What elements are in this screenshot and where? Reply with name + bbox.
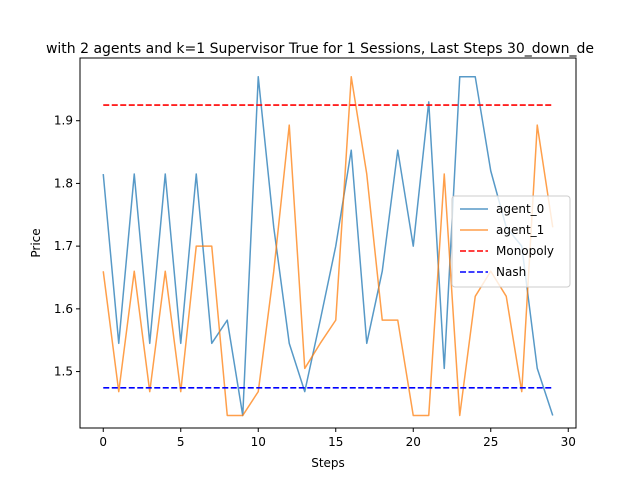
legend-label: agent_1 <box>496 223 544 237</box>
chart-title: with 2 agents and k=1 Supervisor True fo… <box>46 41 594 57</box>
legend-box <box>451 195 571 288</box>
y-tick-label: 1.8 <box>54 176 73 190</box>
x-axis: 0 5 10 15 20 25 30 <box>99 428 576 449</box>
series-layer <box>102 76 554 417</box>
legend-label: agent_0 <box>496 202 544 216</box>
series-line-agent-0 <box>102 76 554 417</box>
legend-label: Nash <box>496 265 526 279</box>
plot-frame <box>79 57 577 429</box>
y-axis: 1.5 1.6 1.7 1.8 1.9 <box>54 114 80 379</box>
y-tick-label: 1.7 <box>54 239 73 253</box>
y-tick-label: 1.9 <box>54 114 73 128</box>
x-tick-label: 0 <box>99 435 107 449</box>
x-tick-label: 15 <box>328 435 343 449</box>
series-line-agent-1 <box>102 76 554 417</box>
x-tick-label: 25 <box>483 435 498 449</box>
y-tick-label: 1.6 <box>54 302 73 316</box>
x-tick-label: 5 <box>177 435 185 449</box>
x-tick-label: 30 <box>561 435 576 449</box>
x-tick-label: 20 <box>406 435 421 449</box>
legend-label: Monopoly <box>496 244 554 258</box>
y-axis-label: Price <box>29 228 43 257</box>
y-tick-label: 1.5 <box>54 365 73 379</box>
x-axis-label: Steps <box>311 456 345 470</box>
legend: agent_0 agent_1 Monopoly Nash <box>451 195 571 288</box>
x-tick-label: 10 <box>251 435 266 449</box>
